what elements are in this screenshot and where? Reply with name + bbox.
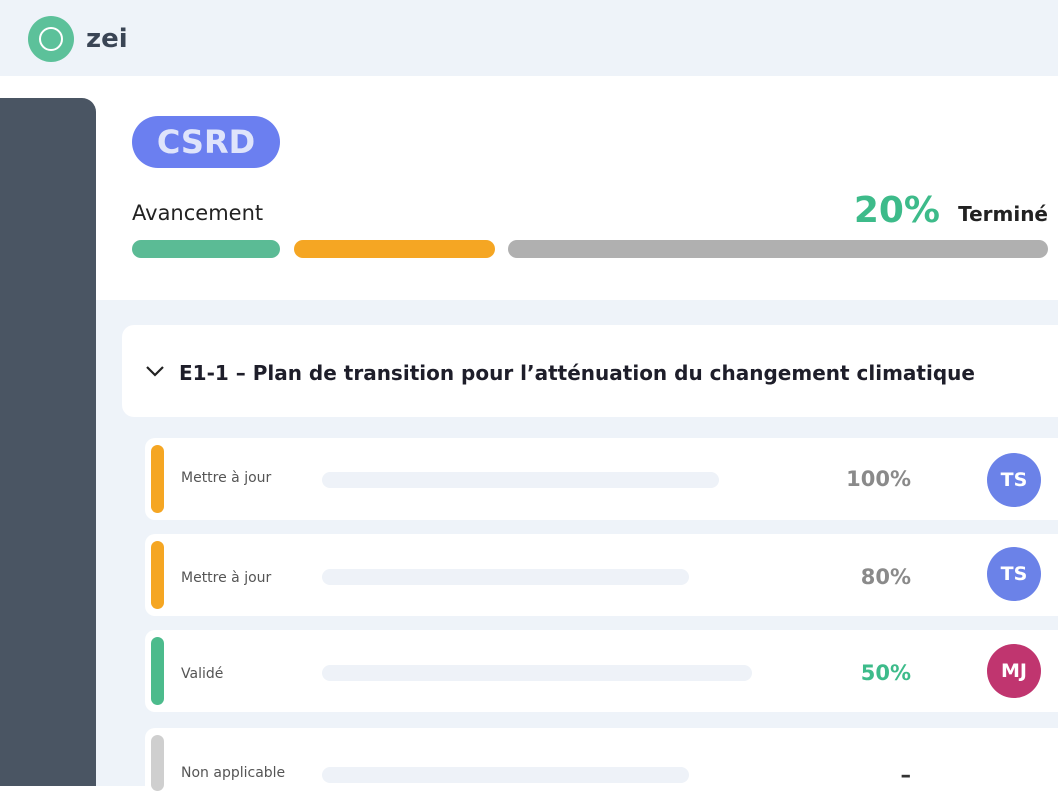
percent: 80% xyxy=(860,565,911,589)
status-stripe xyxy=(151,637,164,705)
percent: – xyxy=(900,763,912,787)
placeholder-bar xyxy=(322,472,719,488)
placeholder-bar xyxy=(322,767,689,783)
progress-label: Avancement xyxy=(132,201,264,225)
avatar[interactable]: TS xyxy=(987,547,1041,601)
chevron[interactable] xyxy=(145,364,165,378)
logo-icon[interactable] xyxy=(28,16,74,62)
progress-segment xyxy=(294,240,495,258)
sidebar xyxy=(0,98,96,786)
section-title[interactable]: E1-1 – Plan de transition pour l’atténua… xyxy=(179,361,975,385)
top-bar: zei xyxy=(0,0,1058,76)
logo-text[interactable]: zei xyxy=(86,24,128,54)
status-stripe xyxy=(151,735,164,791)
progress-segment xyxy=(508,240,1048,258)
status: Non applicable xyxy=(181,765,286,781)
avatar[interactable]: TS xyxy=(987,453,1041,507)
progress-segment xyxy=(132,240,280,258)
section-card[interactable] xyxy=(122,325,1058,417)
avatar[interactable]: MJ xyxy=(987,644,1041,698)
row[interactable]: Non applicable – xyxy=(145,728,1058,798)
status-stripe xyxy=(151,541,164,609)
status: Validé xyxy=(181,666,224,682)
status-stripe xyxy=(151,445,164,513)
status: Mettre à jour xyxy=(181,470,272,486)
placeholder-bar xyxy=(322,665,752,681)
placeholder-bar xyxy=(322,569,689,585)
badge: CSRD xyxy=(132,116,280,168)
percent: 100% xyxy=(846,467,911,491)
row[interactable]: Mettre à jour 80% TS xyxy=(145,534,1058,616)
status: Mettre à jour xyxy=(181,570,272,586)
row[interactable]: Validé 50% MJ xyxy=(145,630,1058,712)
percent: 50% xyxy=(860,661,911,685)
row[interactable]: Mettre à jour 100% TS xyxy=(145,438,1058,520)
progress-percent: 20% xyxy=(853,190,940,231)
progress-status: Terminé xyxy=(958,202,1048,226)
